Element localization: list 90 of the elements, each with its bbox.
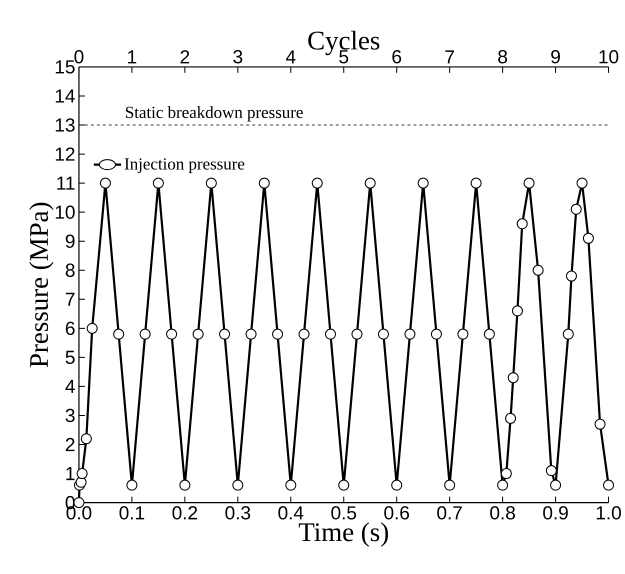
x2-tick-label: 3 <box>233 50 242 64</box>
point <box>418 178 429 189</box>
x-axis-title: Time (s) <box>298 522 388 547</box>
x2-tick-label: 7 <box>445 50 454 64</box>
x2-tick-label: 9 <box>551 50 560 64</box>
point <box>258 178 270 189</box>
y-axis-title: Pressure (MPa) <box>29 202 54 368</box>
y-tick-label: 13 <box>56 118 75 132</box>
x2-tick-label: 1 <box>128 50 136 64</box>
point <box>166 328 178 340</box>
point <box>100 178 111 189</box>
point <box>378 328 389 340</box>
x-tick-label: 0.2 <box>172 506 198 520</box>
point <box>546 465 557 476</box>
x-tick-label: 0.9 <box>543 506 568 520</box>
y-tick-label: 9 <box>66 234 75 248</box>
point <box>566 270 577 282</box>
point <box>562 328 574 340</box>
point <box>594 418 606 430</box>
point <box>325 328 336 340</box>
point <box>550 480 562 491</box>
point <box>246 328 257 340</box>
point <box>497 480 508 491</box>
point <box>444 480 456 491</box>
point <box>219 328 230 340</box>
y-tick-label: 11 <box>57 176 74 190</box>
point <box>470 178 482 189</box>
point <box>206 178 217 189</box>
point <box>76 476 87 488</box>
point <box>86 323 98 334</box>
ref-line-label: Static breakdown pressure <box>126 106 303 122</box>
y-tick-label: 7 <box>66 293 74 306</box>
point <box>532 264 544 276</box>
point <box>484 328 495 340</box>
x-tick-label: 0.4 <box>278 506 304 520</box>
point <box>391 480 402 491</box>
point <box>505 413 516 424</box>
x2-tick-label: 4 <box>286 50 296 64</box>
point <box>508 372 519 384</box>
point <box>603 480 614 491</box>
point <box>285 480 296 491</box>
x-tick-label: 0.5 <box>331 506 356 520</box>
y-tick-label: 3 <box>66 408 75 422</box>
y-tick-label: 8 <box>66 264 75 278</box>
point <box>404 328 416 340</box>
point <box>312 178 323 189</box>
point <box>457 328 468 340</box>
point <box>582 233 594 244</box>
x2-tick-label: 10 <box>599 50 618 64</box>
y-tick-label: 15 <box>56 60 75 74</box>
point <box>524 178 535 189</box>
point <box>80 433 92 444</box>
y-tick-label: 14 <box>56 90 75 103</box>
point <box>272 328 284 340</box>
x-tick-label: 0.6 <box>384 506 410 520</box>
point <box>113 328 124 340</box>
point <box>430 328 442 340</box>
legend-label: Injection pressure <box>124 158 244 174</box>
x2-tick-label: 0 <box>74 50 84 64</box>
y-tick-label: 10 <box>56 206 75 220</box>
point <box>76 468 88 480</box>
x2-tick-label: 2 <box>180 50 190 64</box>
x-tick-label: 1.0 <box>596 506 621 520</box>
y-tick-label: 1 <box>66 467 74 480</box>
point <box>192 328 204 340</box>
point <box>364 178 376 189</box>
y-tick-label: 2 <box>66 438 74 452</box>
x-tick-label: 0.1 <box>119 506 144 520</box>
point <box>516 218 528 230</box>
point <box>500 468 512 480</box>
x-tick-label: 0.8 <box>490 506 515 520</box>
x2-tick-label: 8 <box>498 50 508 64</box>
y-tick-label: 6 <box>66 322 75 336</box>
y-tick-label: 5 <box>66 351 75 364</box>
point <box>338 480 350 491</box>
point <box>152 178 164 189</box>
x-tick-label: 0.7 <box>437 506 462 520</box>
x-tick-label: 0.3 <box>225 506 250 520</box>
point <box>179 480 190 491</box>
point <box>570 204 582 215</box>
y-tick-label: 12 <box>56 148 74 161</box>
point <box>512 306 523 317</box>
point <box>576 178 588 189</box>
point <box>140 328 151 340</box>
point <box>351 328 362 340</box>
point <box>126 480 138 491</box>
x2-tick-label: 6 <box>392 50 402 64</box>
point <box>298 328 310 340</box>
y-tick-label: 4 <box>65 380 75 394</box>
point <box>232 480 244 491</box>
